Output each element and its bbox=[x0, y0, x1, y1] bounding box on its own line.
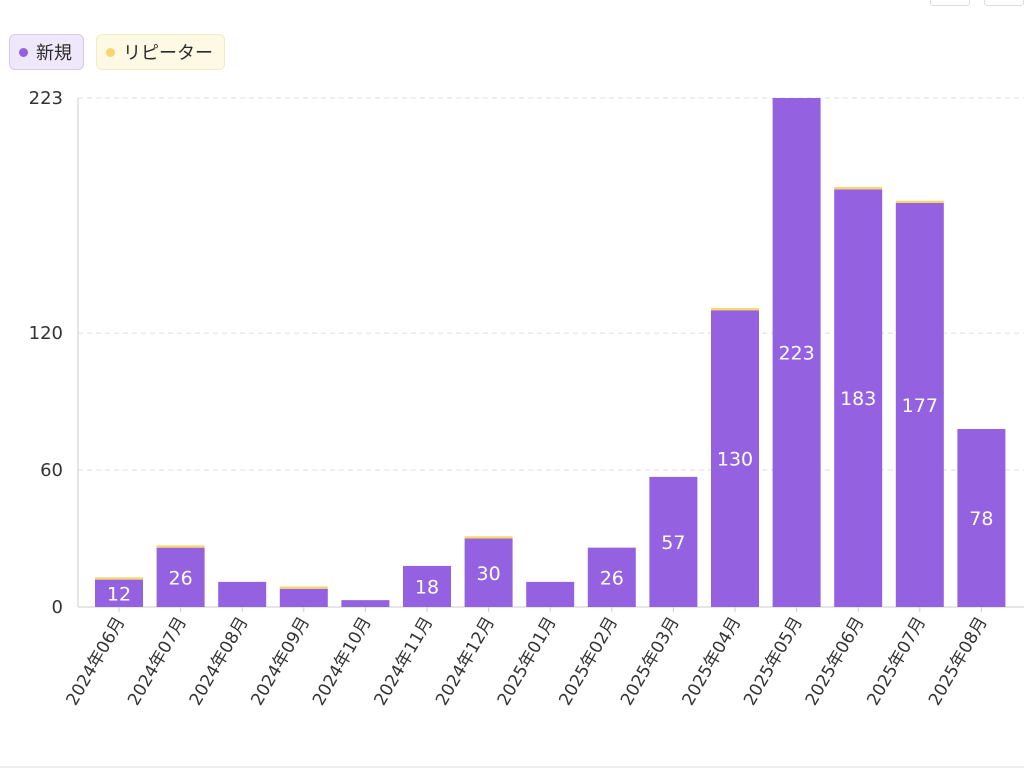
bar-new[interactable] bbox=[156, 547, 205, 607]
bar-data-label: 223 bbox=[778, 343, 814, 365]
bar-repeater[interactable] bbox=[834, 187, 883, 190]
legend-item-new[interactable]: 新規 bbox=[9, 34, 84, 70]
bar-new[interactable] bbox=[649, 476, 698, 607]
x-tick-label: 2025年06月 bbox=[802, 614, 869, 710]
bottom-divider bbox=[0, 766, 1024, 768]
bar-new[interactable] bbox=[587, 547, 636, 607]
legend-dot-new-icon bbox=[19, 47, 28, 57]
legend-label-repeater: リピーター bbox=[123, 43, 213, 64]
bar-new[interactable] bbox=[895, 202, 944, 607]
bar-new[interactable] bbox=[341, 600, 390, 607]
x-tick-label: 2024年11月 bbox=[371, 614, 438, 710]
legend: 新規 リピーター bbox=[9, 34, 225, 70]
x-tick-label: 2025年03月 bbox=[617, 614, 684, 710]
legend-dot-repeater-icon bbox=[106, 47, 115, 57]
bar-repeater[interactable] bbox=[156, 545, 205, 548]
bar-data-label: 57 bbox=[661, 532, 685, 554]
bar-new[interactable] bbox=[834, 189, 883, 607]
bar-new[interactable] bbox=[772, 98, 821, 607]
bar-new[interactable] bbox=[526, 581, 575, 607]
x-tick-label: 2025年02月 bbox=[555, 614, 622, 710]
bar-new[interactable] bbox=[95, 579, 143, 607]
bar-new[interactable] bbox=[218, 581, 267, 607]
bar-data-label: 26 bbox=[600, 567, 624, 589]
bar-repeater[interactable] bbox=[95, 577, 143, 580]
bar-data-label: 12 bbox=[107, 583, 131, 605]
bar-data-label: 78 bbox=[969, 508, 993, 530]
x-tick-label: 2024年06月 bbox=[63, 614, 130, 710]
bar-data-label: 30 bbox=[477, 563, 501, 585]
x-tick-label: 2024年07月 bbox=[124, 614, 191, 710]
x-tick-label: 2025年08月 bbox=[925, 614, 992, 710]
y-tick-label: 0 bbox=[52, 597, 63, 618]
x-tick-label: 2025年07月 bbox=[863, 614, 930, 710]
bar-data-label: 130 bbox=[717, 449, 753, 471]
y-tick-label: 223 bbox=[29, 88, 63, 109]
bar-new[interactable] bbox=[711, 310, 759, 607]
x-tick-label: 2025年01月 bbox=[494, 614, 561, 710]
bar-data-label: 18 bbox=[415, 576, 439, 598]
y-tick-label: 60 bbox=[40, 460, 63, 481]
legend-item-repeater[interactable]: リピーター bbox=[96, 34, 225, 70]
bar-repeater[interactable] bbox=[711, 307, 759, 311]
bar-new[interactable] bbox=[464, 538, 513, 607]
bar-new[interactable] bbox=[403, 565, 451, 607]
x-tick-label: 2024年12月 bbox=[432, 614, 499, 710]
x-tick-label: 2024年08月 bbox=[186, 614, 253, 710]
bar-repeater[interactable] bbox=[279, 586, 328, 589]
bar-new[interactable] bbox=[279, 588, 328, 607]
bar-data-label: 177 bbox=[902, 395, 938, 417]
x-tick-label: 2024年10月 bbox=[309, 614, 376, 710]
x-tick-label: 2025年04月 bbox=[679, 614, 746, 710]
legend-label-new: 新規 bbox=[36, 43, 72, 64]
bar-repeater[interactable] bbox=[895, 200, 944, 203]
x-tick-label: 2025年05月 bbox=[740, 614, 807, 710]
x-tick-label: 2024年09月 bbox=[247, 614, 314, 710]
toolbar-button[interactable] bbox=[930, 0, 970, 6]
bar-new[interactable] bbox=[957, 428, 1006, 607]
y-tick-label: 120 bbox=[29, 323, 63, 344]
bar-data-label: 26 bbox=[169, 567, 193, 589]
bar-data-label: 183 bbox=[840, 388, 876, 410]
bar-repeater[interactable] bbox=[464, 536, 513, 539]
